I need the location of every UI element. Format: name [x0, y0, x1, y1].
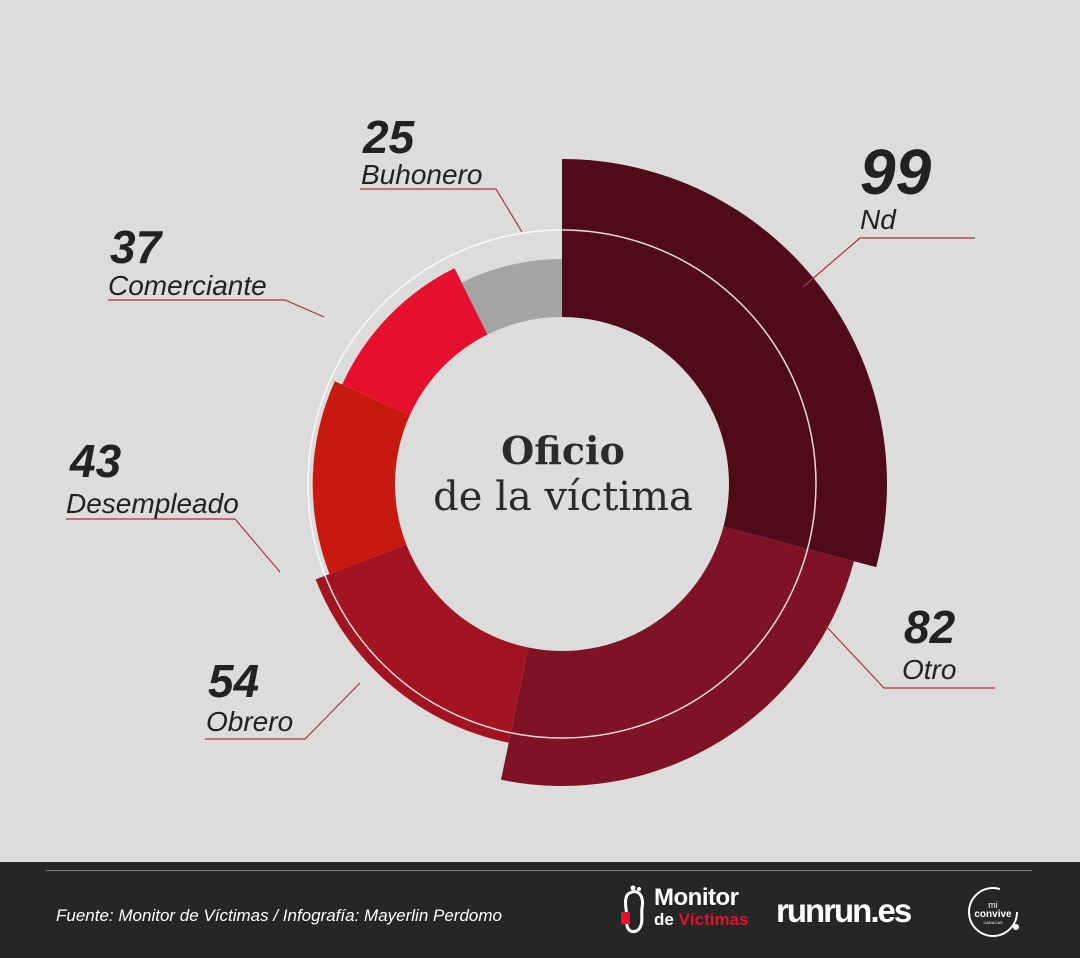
data-label-value-obrero: 54 [208, 655, 260, 707]
logo-monitor-word: Monitor [654, 884, 739, 911]
svg-text:mi: mi [988, 900, 998, 910]
mi-convive-logo: mi convive CARACAS [964, 886, 1024, 938]
runrunes-logo: runrun.es [776, 892, 912, 929]
data-label-name-desempleado: Desempleado [66, 488, 239, 519]
donut-slice-otro [501, 526, 854, 787]
svg-text:CARACAS: CARACAS [983, 920, 1003, 925]
leader-line-desempleado [66, 518, 281, 573]
data-label-value-otro: 82 [904, 601, 956, 653]
donut-slice-buhonero [461, 259, 562, 335]
chart-center-subtitle: de la víctima [433, 474, 693, 520]
mi-convive-circle-icon: mi convive CARACAS [968, 887, 1019, 937]
data-label-name-nd: Nd [860, 204, 896, 235]
data-label-value-nd: 99 [860, 136, 932, 208]
data-label-name-otro: Otro [902, 654, 957, 685]
donut-slice-obrero [315, 544, 529, 743]
monitor-de-victimas-logo: Monitor de Víctimas [620, 882, 750, 938]
data-label-name-obrero: Obrero [206, 706, 294, 737]
leader-line-buhonero [360, 188, 523, 233]
leader-line-nd [802, 237, 975, 288]
leader-line-comerciante [108, 299, 325, 318]
logo-monitor-de: de [654, 910, 674, 929]
logo-monitor-subline: de Víctimas [654, 910, 749, 930]
footer: Fuente: Monitor de Víctimas / Infografía… [0, 862, 1080, 958]
data-label-name-buhonero: Buhonero [361, 159, 483, 190]
data-label-value-comerciante: 37 [110, 221, 162, 273]
leader-line-otro [824, 624, 995, 689]
data-label-name-comerciante: Comerciante [108, 270, 267, 301]
footer-divider [46, 870, 1032, 871]
donut-slice-desempleado [312, 381, 410, 575]
footprint-tag-icon [621, 885, 644, 934]
inner-guide-ring [307, 229, 817, 739]
data-label-value-buhonero: 25 [363, 111, 415, 163]
logo-monitor-victimas: Víctimas [678, 910, 749, 929]
leader-line-obrero [205, 682, 361, 740]
svg-text:convive: convive [974, 909, 1012, 920]
chart-center-title: Oficio [501, 428, 625, 473]
chart-svg [66, 159, 995, 787]
donut-chart: Oficio de la víctima 99 Nd 82 Otro 54 Ob… [66, 111, 995, 787]
source-credit: Fuente: Monitor de Víctimas / Infografía… [56, 906, 502, 925]
donut-slice-comerciante [342, 268, 488, 416]
donut-slice-nd [562, 159, 887, 568]
data-label-value-desempleado: 43 [70, 435, 122, 487]
